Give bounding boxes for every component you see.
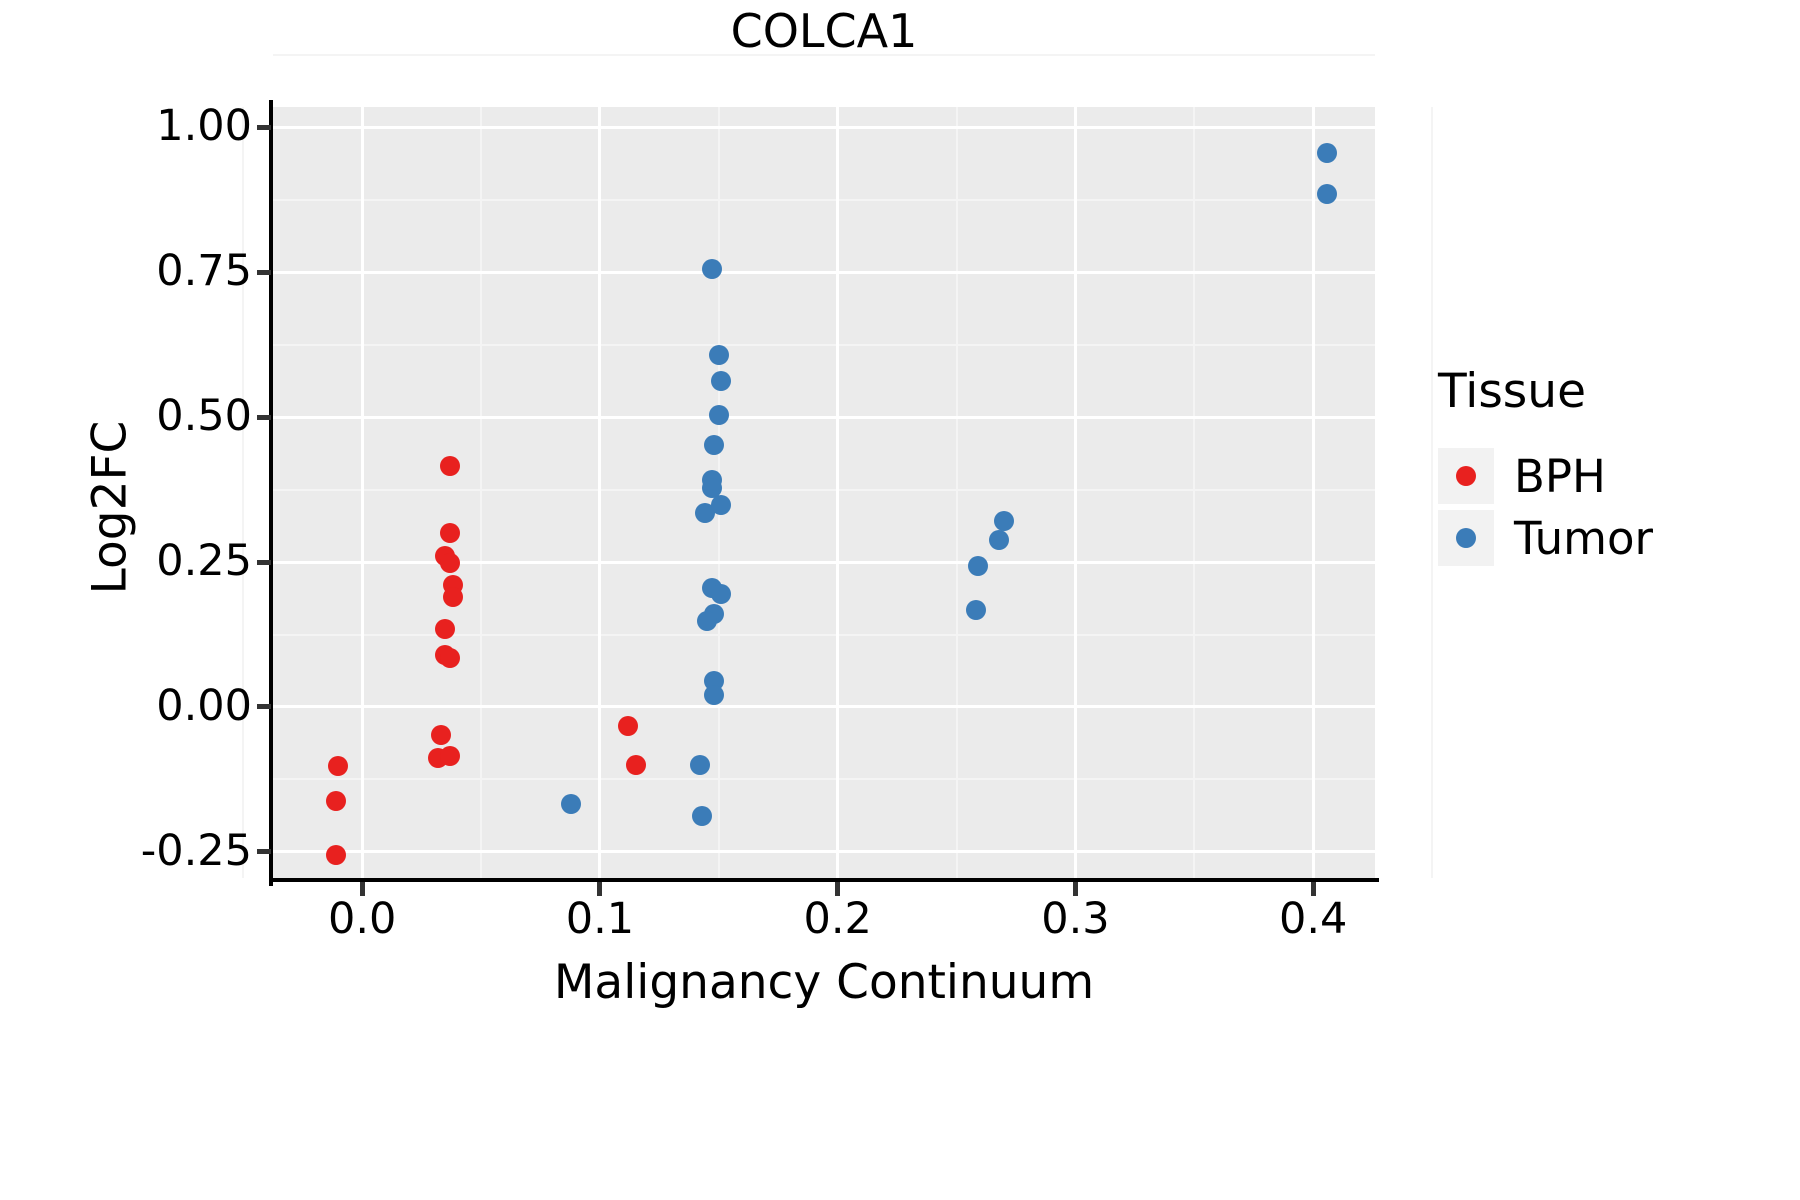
data-point-tumor <box>711 495 732 516</box>
data-point-tumor <box>701 259 722 280</box>
data-point-bph <box>440 523 461 544</box>
y-tick-mark <box>257 414 271 420</box>
data-point-tumor <box>708 405 729 426</box>
legend: Tissue BPH Tumor <box>1438 368 1653 569</box>
gridline-minor-horizontal <box>273 633 1375 636</box>
gridline-major-vertical <box>360 107 364 878</box>
data-point-bph <box>435 618 456 639</box>
gridline-minor-horizontal <box>273 778 1375 781</box>
gridline-major-horizontal <box>273 125 1375 129</box>
x-tick-mark <box>1072 882 1078 896</box>
x-tick-label: 0.1 <box>565 894 635 944</box>
gridline-minor-horizontal <box>273 343 1375 346</box>
data-point-tumor <box>1317 183 1338 204</box>
x-tick-label: 0.3 <box>1041 894 1110 944</box>
data-point-bph <box>326 791 346 812</box>
y-tick-mark <box>257 704 271 710</box>
x-tick-mark <box>835 882 841 896</box>
gridline-major-horizontal <box>273 705 1375 709</box>
y-axis-label: Log2FC <box>82 420 138 595</box>
data-point-tumor <box>694 502 715 523</box>
x-tick-mark <box>597 882 603 896</box>
data-point-bph <box>625 754 646 775</box>
y-tick-mark <box>257 849 271 855</box>
data-point-tumor <box>708 344 729 365</box>
y-tick-label: 1.00 <box>156 101 252 152</box>
legend-item-label: Tumor <box>1514 511 1654 565</box>
gridline-minor-vertical <box>1193 107 1196 878</box>
data-point-bph <box>442 586 463 607</box>
y-tick-mark <box>257 269 271 275</box>
legend-dot-icon <box>1456 466 1476 486</box>
plot-panel <box>242 53 1434 878</box>
data-point-tumor <box>704 685 725 706</box>
gridline-minor-vertical <box>955 107 958 878</box>
x-tick-label: 0.4 <box>1278 894 1348 944</box>
legend-item-bph[interactable]: BPH <box>1438 445 1653 507</box>
gridline-major-vertical <box>836 107 840 878</box>
data-point-bph <box>440 647 461 668</box>
y-tick-mark <box>257 559 271 565</box>
gridline-major-horizontal <box>273 415 1375 419</box>
data-point-tumor <box>696 611 717 632</box>
gridline-major-vertical <box>1311 107 1315 878</box>
gridline-minor-horizontal <box>273 53 1375 56</box>
data-point-tumor <box>701 477 722 498</box>
data-point-bph <box>440 553 461 574</box>
data-point-bph <box>328 756 349 777</box>
gridline-major-vertical <box>1073 107 1077 878</box>
data-point-bph <box>430 724 451 745</box>
data-point-tumor <box>994 511 1015 532</box>
x-tick-mark <box>359 882 365 896</box>
y-tick-label: 0.50 <box>156 391 252 442</box>
legend-item-label: BPH <box>1514 449 1606 503</box>
gridline-major-vertical <box>598 107 602 878</box>
gridline-minor-vertical <box>1431 107 1434 878</box>
data-point-tumor <box>561 794 582 815</box>
x-axis-label: Malignancy Continuum <box>553 955 1095 1010</box>
x-tick-label: 0.0 <box>327 894 397 944</box>
y-axis-line <box>269 100 273 886</box>
legend-key-swatch <box>1438 510 1494 566</box>
x-tick-label: 0.2 <box>803 894 872 944</box>
gridline-minor-vertical <box>480 107 483 878</box>
data-point-tumor <box>704 434 725 455</box>
legend-dot-icon <box>1456 528 1476 548</box>
y-tick-label: -0.25 <box>140 825 252 876</box>
data-point-tumor <box>967 556 988 577</box>
data-point-bph <box>440 746 461 767</box>
y-tick-label: 0.25 <box>156 536 252 587</box>
y-tick-mark <box>257 124 271 130</box>
gridline-major-horizontal <box>273 270 1375 274</box>
gridline-minor-horizontal <box>273 488 1375 491</box>
legend-item-tumor[interactable]: Tumor <box>1438 507 1653 569</box>
data-point-tumor <box>965 600 986 621</box>
legend-entries: BPH Tumor <box>1438 445 1653 569</box>
gridline-minor-vertical <box>242 107 245 878</box>
y-tick-label: 0.75 <box>156 246 252 297</box>
data-point-bph <box>326 844 346 865</box>
data-point-tumor <box>1317 143 1338 164</box>
gridline-minor-horizontal <box>273 198 1375 201</box>
data-point-bph <box>618 715 639 736</box>
gridline-major-horizontal <box>273 850 1375 854</box>
data-point-tumor <box>711 371 732 392</box>
legend-title: Tissue <box>1438 364 1586 419</box>
data-point-tumor <box>711 583 732 604</box>
data-point-tumor <box>692 805 713 826</box>
x-tick-mark <box>1310 882 1316 896</box>
gridline-major-horizontal <box>273 560 1375 564</box>
x-axis-line <box>269 878 1379 882</box>
data-point-tumor <box>989 530 1010 551</box>
legend-key-swatch <box>1438 448 1494 504</box>
chart-title: COLCA1 <box>730 4 918 58</box>
data-point-bph <box>440 456 461 477</box>
y-tick-label: 0.00 <box>156 680 252 731</box>
data-point-tumor <box>689 754 710 775</box>
